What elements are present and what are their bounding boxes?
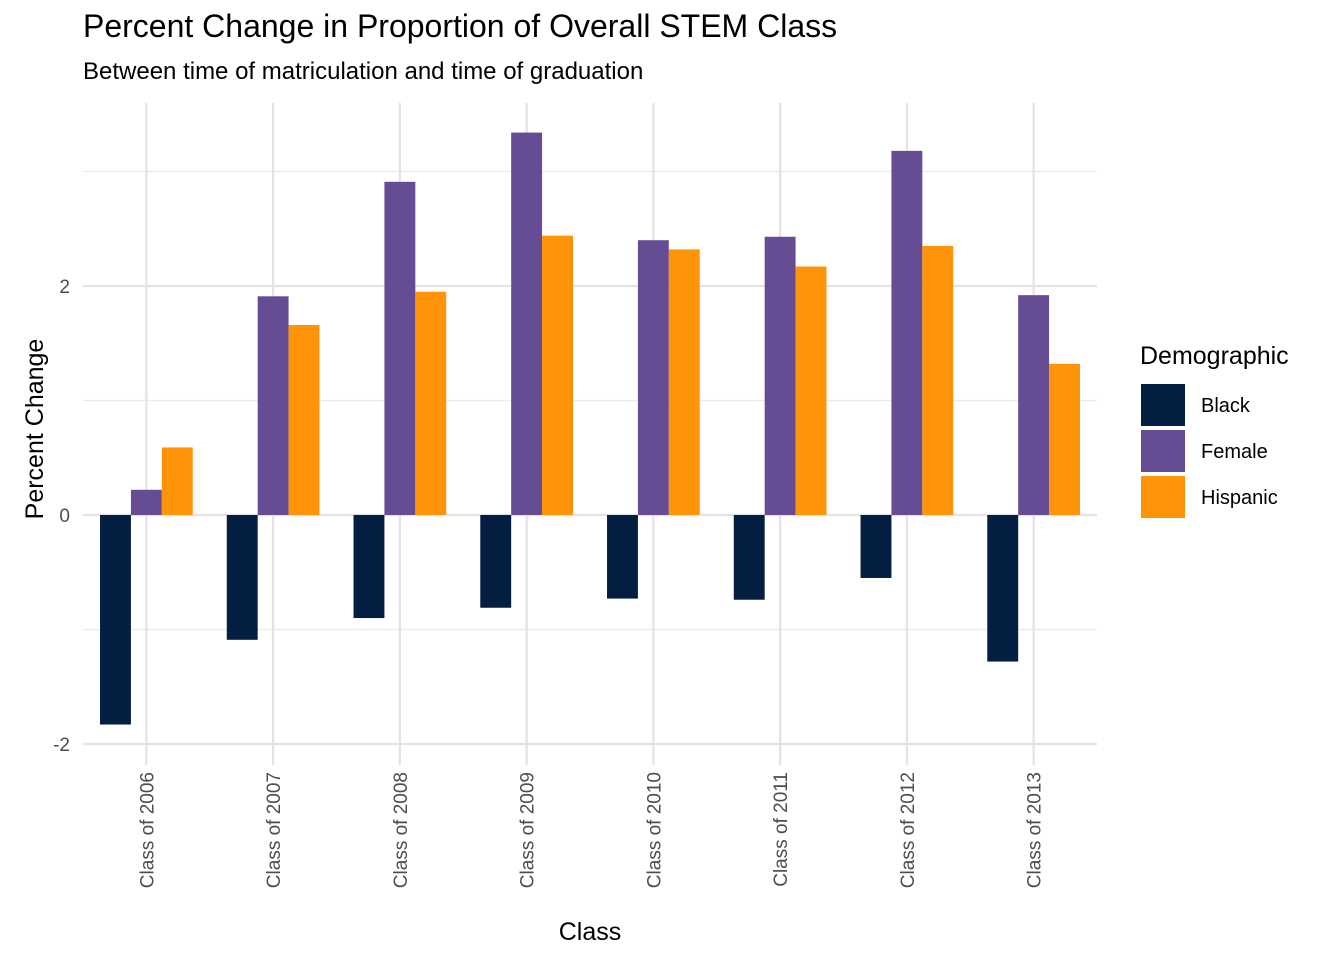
- bar-black: [733, 515, 765, 600]
- y-tick-label: 2: [59, 277, 70, 298]
- y-axis-ticks: -2 0 2: [53, 277, 70, 756]
- x-tick-label: Class of 2006: [137, 772, 158, 888]
- y-tick-label: 0: [59, 506, 70, 527]
- bar-hispanic: [795, 266, 827, 515]
- legend-label: Female: [1201, 441, 1268, 463]
- legend-title: Demographic: [1140, 342, 1289, 370]
- bar-hispanic: [1049, 363, 1080, 515]
- bars: [100, 132, 1080, 725]
- bar-female: [384, 181, 416, 515]
- legend: Demographic Black Female Hispanic: [1140, 342, 1289, 518]
- bar-hispanic: [668, 249, 700, 516]
- bar-female: [891, 150, 923, 515]
- x-tick-label: Class of 2007: [264, 772, 285, 888]
- legend-label: Black: [1201, 395, 1251, 417]
- bar-female: [764, 236, 796, 515]
- legend-key-female: [1141, 430, 1185, 472]
- bar-black: [860, 515, 892, 578]
- bar-female: [511, 132, 543, 515]
- bar-black: [480, 515, 512, 608]
- y-tick-label: -2: [53, 735, 70, 756]
- legend-key-hispanic: [1141, 476, 1185, 518]
- x-axis-ticks: Class of 2006 Class of 2007 Class of 2008 C…: [137, 772, 1045, 888]
- bar-hispanic: [922, 245, 954, 516]
- legend-label: Hispanic: [1201, 487, 1278, 509]
- bar-hispanic: [415, 291, 447, 515]
- bar-female: [257, 296, 289, 515]
- x-axis-title: Class: [559, 918, 622, 946]
- bar-hispanic: [288, 324, 320, 515]
- x-tick-label: Class of 2012: [898, 772, 919, 888]
- x-tick-label: Class of 2013: [1025, 772, 1046, 888]
- bar-female: [637, 240, 669, 515]
- chart-title: Percent Change in Proportion of Overall …: [83, 8, 838, 44]
- x-tick-label: Class of 2009: [518, 772, 539, 888]
- bar-hispanic: [161, 447, 193, 515]
- x-tick-label: Class of 2011: [771, 772, 792, 887]
- y-axis-title: Percent Change: [21, 339, 49, 520]
- bar-black: [353, 515, 385, 619]
- legend-key-black: [1141, 384, 1185, 426]
- bar-black: [987, 515, 1019, 662]
- bar-black: [226, 515, 258, 640]
- chart-subtitle: Between time of matriculation and time o…: [83, 58, 644, 85]
- bar-female: [130, 489, 162, 515]
- x-tick-label: Class of 2010: [644, 772, 665, 888]
- bar-female: [1018, 295, 1050, 515]
- bar-black: [607, 515, 638, 599]
- bar-black: [100, 515, 131, 725]
- bar-hispanic: [542, 235, 573, 515]
- x-tick-label: Class of 2008: [391, 772, 412, 888]
